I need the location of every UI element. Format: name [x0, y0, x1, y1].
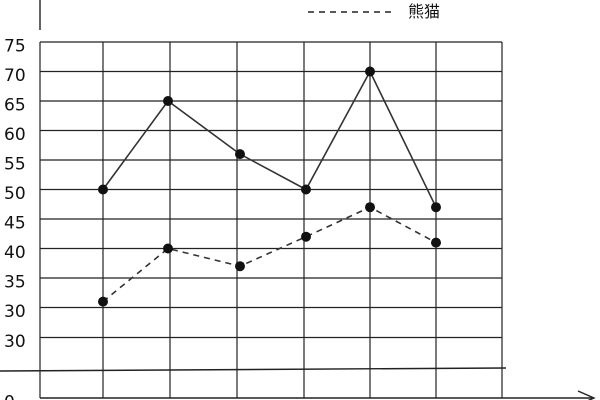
lower-band-line [0, 367, 507, 372]
y-axis-tick-labels: 75 70 65 60 55 50 45 40 35 30 30 0 [4, 36, 26, 400]
data-point-solid [301, 184, 311, 195]
y-tick-label: 70 [4, 66, 26, 86]
series-line-panda [102, 206, 437, 303]
y-tick-label: 35 [4, 272, 26, 292]
y-tick-label: 55 [4, 154, 26, 174]
chart-grid [39, 41, 503, 398]
data-point-panda [163, 243, 173, 254]
data-point-panda [431, 237, 441, 248]
data-point-panda [301, 231, 311, 242]
data-point-panda [98, 296, 108, 307]
data-point-solid [431, 202, 441, 213]
chart-series [98, 66, 441, 307]
data-point-solid [163, 96, 173, 106]
y-tick-label: 40 [4, 243, 26, 263]
data-point-solid [365, 66, 375, 77]
y-tick-label: 65 [4, 95, 26, 115]
series-line-solid [102, 69, 437, 208]
data-point-panda [235, 261, 245, 272]
y-tick-label: 30 [4, 332, 26, 352]
y-tick-label: 0 [4, 392, 15, 400]
data-point-solid [235, 149, 245, 160]
y-tick-label: 50 [4, 184, 26, 204]
y-tick-label: 45 [4, 213, 26, 233]
chart-legend: 熊猫 [308, 2, 440, 21]
legend-label-panda: 熊猫 [408, 2, 440, 21]
x-axis-arrowhead [577, 390, 596, 400]
data-point-panda [365, 202, 375, 213]
data-point-solid [98, 184, 108, 195]
y-tick-label: 30 [4, 302, 26, 322]
y-tick-label: 75 [4, 36, 26, 56]
y-tick-label: 60 [4, 125, 26, 145]
